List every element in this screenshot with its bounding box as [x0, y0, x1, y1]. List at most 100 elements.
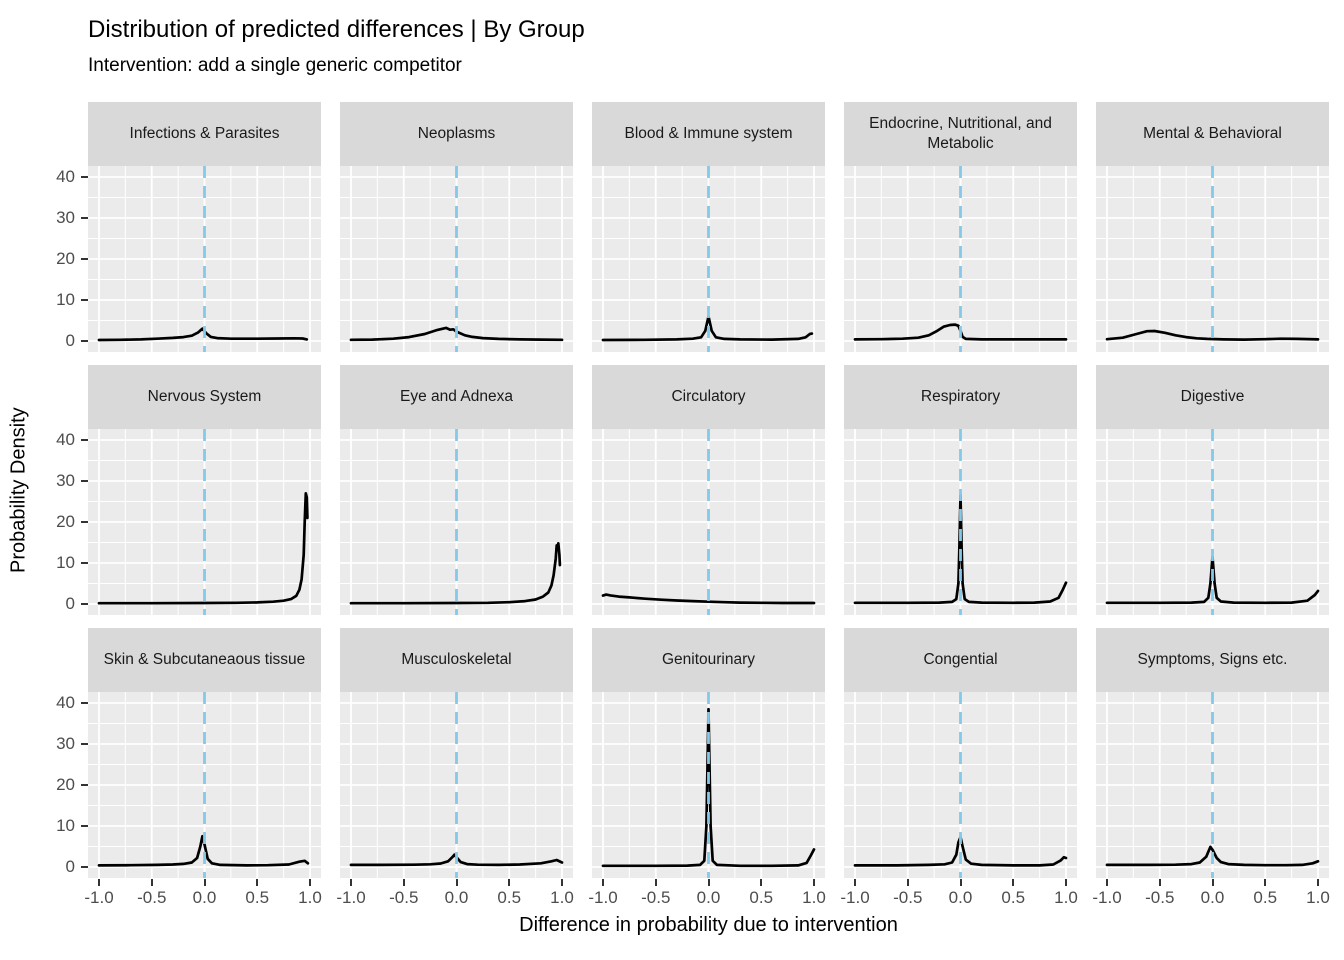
x-tick-label: 0.5	[245, 887, 270, 907]
x-tick-mark	[959, 878, 962, 886]
x-tick-mark	[1106, 878, 1108, 886]
y-tick-mark	[81, 257, 88, 260]
x-tick-label: 0.0	[444, 887, 469, 907]
x-tick-mark	[707, 878, 710, 886]
y-tick-mark	[81, 742, 88, 745]
facet-strip: Skin & Subcutaneaous tissue	[88, 627, 321, 692]
facet-congenital: Congential	[844, 627, 1077, 878]
x-tick-mark	[760, 878, 763, 886]
y-tick-mark	[81, 298, 88, 301]
y-tick-mark	[81, 701, 88, 704]
density-curve-plot	[88, 165, 321, 352]
x-tick-label: 1.0	[1054, 887, 1078, 907]
facet-strip-label: Endocrine, Nutritional, and Metabolic	[869, 115, 1052, 152]
facet-strip: Endocrine, Nutritional, and Metabolic	[844, 101, 1077, 166]
facet-strip: Blood & Immune system	[592, 101, 825, 166]
facet-strip: Mental & Behavioral	[1096, 101, 1329, 166]
density-curve-plot	[1096, 165, 1329, 352]
x-tick-label: 0.0	[192, 887, 217, 907]
x-tick-mark	[98, 878, 100, 886]
facet-panel	[1096, 691, 1329, 878]
x-tick-mark	[256, 878, 259, 886]
x-tick-label: 1.0	[298, 887, 322, 907]
facet-panel	[340, 428, 573, 615]
x-tick-label: 1.0	[550, 887, 574, 907]
facet-strip-label: Circulatory	[671, 387, 746, 405]
x-tick-label: 0.5	[1001, 887, 1026, 907]
facet-strip-label: Mental & Behavioral	[1143, 124, 1282, 142]
facet-panel	[88, 428, 321, 615]
x-tick-label: -0.5	[137, 887, 167, 907]
x-tick-label: -0.5	[389, 887, 419, 907]
facet-strip: Musculoskeletal	[340, 627, 573, 692]
x-tick-label: -0.5	[1145, 887, 1175, 907]
facet-symptoms-signs: Symptoms, Signs etc.	[1096, 627, 1329, 878]
facet-strip: Genitourinary	[592, 627, 825, 692]
density-curve-plot	[1096, 691, 1329, 878]
facet-strip: Symptoms, Signs etc.	[1096, 627, 1329, 692]
x-axis-title: Difference in probability due to interve…	[519, 913, 898, 936]
facet-panel	[340, 165, 573, 352]
y-tick-mark	[81, 175, 88, 178]
x-tick-mark	[309, 878, 311, 886]
facet-strip-label: Infections & Parasites	[129, 124, 280, 142]
density-curve-plot	[340, 428, 573, 615]
y-tick-mark	[81, 339, 88, 342]
density-curve-plot	[844, 428, 1077, 615]
facet-panel	[340, 691, 573, 878]
facet-strip: Digestive	[1096, 364, 1329, 429]
facet-strip-label: Nervous System	[147, 387, 262, 405]
x-tick-label: -1.0	[84, 887, 114, 907]
facet-endocrine-metabolic: Endocrine, Nutritional, and Metabolic	[844, 101, 1077, 352]
facet-infections-parasites: Infections & Parasites	[88, 101, 321, 352]
facet-grid: Infections & Parasites Neoplasms Blood &…	[88, 101, 1344, 878]
plot-subtitle: Intervention: add a single generic compe…	[88, 54, 462, 76]
density-curve-plot	[88, 428, 321, 615]
x-tick-label: 1.0	[1306, 887, 1330, 907]
x-tick-label: -0.5	[893, 887, 923, 907]
y-tick-label: 40	[56, 166, 75, 186]
facet-panel	[844, 428, 1077, 615]
facet-strip-label: Digestive	[1180, 387, 1245, 405]
facet-panel	[844, 165, 1077, 352]
x-tick-mark	[654, 878, 657, 886]
x-tick-label: 0.5	[1253, 887, 1278, 907]
facet-strip: Nervous System	[88, 364, 321, 429]
x-tick-mark	[561, 878, 563, 886]
facet-strip-label: Genitourinary	[661, 650, 756, 668]
y-tick-mark	[81, 865, 88, 868]
facet-strip-label: Blood & Immune system	[624, 124, 793, 142]
x-tick-label: 0.0	[1200, 887, 1225, 907]
x-tick-mark	[508, 878, 511, 886]
density-curve-plot	[88, 691, 321, 878]
density-curve-plot	[1096, 428, 1329, 615]
y-tick-label: 0	[65, 330, 75, 350]
x-axis: -1.0 -0.5 0.0 0.5 1.0 -1.0 -0.5 0.0 0.5 1.0 -1.0 -0…	[84, 878, 1330, 911]
facet-strip: Circulatory	[592, 364, 825, 429]
facet-strip-label: Musculoskeletal	[401, 650, 512, 668]
facet-neoplasms: Neoplasms	[340, 101, 573, 352]
y-tick-label: 30	[56, 470, 75, 490]
facet-panel	[1096, 165, 1329, 352]
facet-strip-label: Eye and Adnexa	[400, 387, 513, 405]
facet-eye-adnexa: Eye and Adnexa	[340, 364, 573, 615]
facet-musculoskeletal: Musculoskeletal	[340, 627, 573, 878]
x-tick-mark	[1012, 878, 1015, 886]
facet-panel	[88, 691, 321, 878]
x-tick-label: 0.5	[749, 887, 774, 907]
y-tick-label: 40	[56, 692, 75, 712]
facet-circulatory: Circulatory	[592, 364, 825, 615]
density-curve-plot	[340, 165, 573, 352]
x-tick-label: 0.0	[696, 887, 721, 907]
facet-panel	[592, 165, 825, 352]
x-tick-mark	[1264, 878, 1267, 886]
facet-panel	[592, 691, 825, 878]
y-tick-mark	[81, 216, 88, 219]
x-tick-mark	[602, 878, 604, 886]
x-tick-mark	[1211, 878, 1214, 886]
x-tick-mark	[813, 878, 815, 886]
x-tick-label: -1.0	[1092, 887, 1122, 907]
facet-strip-label: Symptoms, Signs etc.	[1137, 650, 1288, 668]
y-tick-label: 40	[56, 429, 75, 449]
